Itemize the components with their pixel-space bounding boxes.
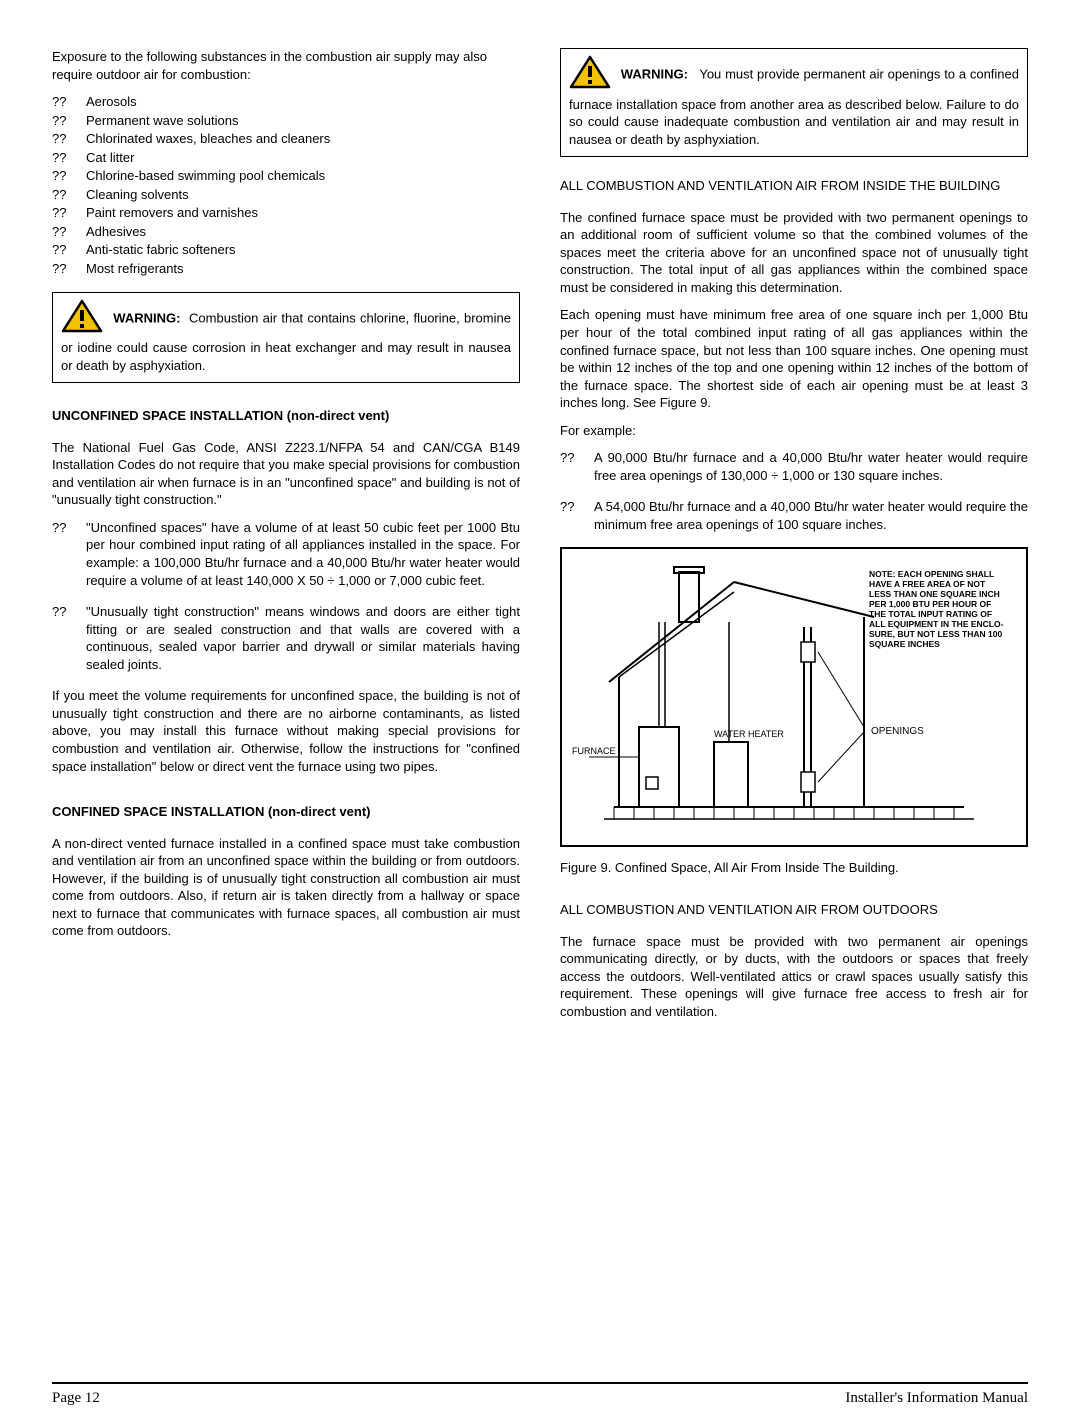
list-item-text: Chlorinated waxes, bleaches and cleaners — [86, 130, 330, 148]
figure-note-line: LESS THAN ONE SQUARE INCH — [869, 589, 1000, 599]
warning-label: WARNING: — [621, 67, 688, 82]
figure-9-caption: Figure 9. Confined Space, All Air From I… — [560, 859, 1028, 877]
list-item: ??Cleaning solvents — [52, 186, 520, 204]
warning-label: WARNING: — [113, 310, 180, 325]
figure-note-line: THE TOTAL INPUT RATING OF — [869, 609, 992, 619]
warning-triangle-icon — [61, 299, 103, 338]
list-item-text: Aerosols — [86, 93, 137, 111]
outdoors-paragraph-1: The furnace space must be provided with … — [560, 933, 1028, 1021]
warning-box-openings: WARNING: You must provide permanent air … — [560, 48, 1028, 157]
figure-note-line: ALL EQUIPMENT IN THE ENCLO- — [869, 619, 1004, 629]
bullet-marker: ?? — [52, 167, 86, 185]
list-item: ??Anti-static fabric softeners — [52, 241, 520, 259]
confined-paragraph-1: A non-direct vented furnace installed in… — [52, 835, 520, 940]
list-item-text: Most refrigerants — [86, 260, 184, 278]
list-item: ??Aerosols — [52, 93, 520, 111]
list-item-text: Cleaning solvents — [86, 186, 189, 204]
substances-list: ??Aerosols ??Permanent wave solutions ??… — [52, 93, 520, 277]
list-item-text: "Unconfined spaces" have a volume of at … — [86, 519, 520, 589]
figure-furnace-label: FURNACE — [572, 746, 616, 756]
bullet-marker: ?? — [52, 260, 86, 278]
bullet-marker: ?? — [52, 241, 86, 259]
bullet-marker: ?? — [52, 130, 86, 148]
list-item-text: Chlorine-based swimming pool chemicals — [86, 167, 325, 185]
example-bullets: ??A 90,000 Btu/hr furnace and a 40,000 B… — [560, 449, 1028, 533]
bullet-marker: ?? — [560, 498, 594, 516]
confined-section-title: CONFINED SPACE INSTALLATION (non-direct … — [52, 803, 520, 821]
footer-page-number: Page 12 — [52, 1388, 100, 1408]
bullet-marker: ?? — [52, 223, 86, 241]
list-item-text: Permanent wave solutions — [86, 112, 238, 130]
bullet-marker: ?? — [52, 112, 86, 130]
unconfined-section-title: UNCONFINED SPACE INSTALLATION (non-direc… — [52, 407, 520, 425]
page-footer: Page 12 Installer's Information Manual — [52, 1382, 1028, 1408]
bullet-marker: ?? — [52, 93, 86, 111]
list-item: ??Permanent wave solutions — [52, 112, 520, 130]
bullet-marker: ?? — [52, 186, 86, 204]
left-column: Exposure to the following substances in … — [52, 48, 520, 1030]
intro-paragraph: Exposure to the following substances in … — [52, 48, 520, 83]
inside-paragraph-2: Each opening must have minimum free area… — [560, 306, 1028, 411]
bullet-marker: ?? — [52, 149, 86, 167]
list-item: ??Most refrigerants — [52, 260, 520, 278]
for-example-label: For example: — [560, 422, 1028, 440]
figure-note-line: NOTE: EACH OPENING SHALL — [869, 569, 994, 579]
list-item-text: Anti-static fabric softeners — [86, 241, 236, 259]
list-item: ??Adhesives — [52, 223, 520, 241]
list-item: ??A 54,000 Btu/hr furnace and a 40,000 B… — [560, 498, 1028, 533]
unconfined-bullets: ??"Unconfined spaces" have a volume of a… — [52, 519, 520, 673]
bullet-marker: ?? — [52, 519, 86, 537]
bullet-marker: ?? — [52, 204, 86, 222]
figure-note-line: SURE, BUT NOT LESS THAN 100 — [869, 629, 1002, 639]
list-item: ??"Unusually tight construction" means w… — [52, 603, 520, 673]
inside-building-heading: ALL COMBUSTION AND VENTILATION AIR FROM … — [560, 177, 1028, 195]
right-column: WARNING: You must provide permanent air … — [560, 48, 1028, 1030]
list-item: ??"Unconfined spaces" have a volume of a… — [52, 519, 520, 589]
list-item: ??A 90,000 Btu/hr furnace and a 40,000 B… — [560, 449, 1028, 484]
warning-triangle-icon — [569, 55, 611, 94]
list-item: ??Chlorinated waxes, bleaches and cleane… — [52, 130, 520, 148]
bullet-marker: ?? — [52, 603, 86, 621]
list-item: ??Cat litter — [52, 149, 520, 167]
figure-water-heater-label: WATER HEATER — [714, 729, 784, 739]
unconfined-paragraph-2: If you meet the volume requirements for … — [52, 687, 520, 775]
list-item-text: A 54,000 Btu/hr furnace and a 40,000 Btu… — [594, 498, 1028, 533]
figure-note-line: HAVE A FREE AREA OF NOT — [869, 579, 986, 589]
inside-paragraph-1: The confined furnace space must be provi… — [560, 209, 1028, 297]
footer-manual-name: Installer's Information Manual — [845, 1388, 1028, 1408]
list-item-text: Cat litter — [86, 149, 134, 167]
outdoors-heading: ALL COMBUSTION AND VENTILATION AIR FROM … — [560, 901, 1028, 919]
two-column-layout: Exposure to the following substances in … — [52, 48, 1028, 1030]
figure-openings-label: OPENINGS — [871, 726, 924, 737]
unconfined-paragraph-1: The National Fuel Gas Code, ANSI Z223.1/… — [52, 439, 520, 509]
warning-box-chlorine: WARNING: Combustion air that contains ch… — [52, 292, 520, 384]
list-item-text: A 90,000 Btu/hr furnace and a 40,000 Btu… — [594, 449, 1028, 484]
list-item-text: Paint removers and varnishes — [86, 204, 258, 222]
bullet-marker: ?? — [560, 449, 594, 467]
figure-note-line: SQUARE INCHES — [869, 639, 940, 649]
list-item-text: "Unusually tight construction" means win… — [86, 603, 520, 673]
figure-note-line: PER 1,000 BTU PER HOUR OF — [869, 599, 991, 609]
figure-9-diagram: FURNACE WATER HEATER OPENINGS NOTE: EACH… — [560, 547, 1028, 847]
list-item-text: Adhesives — [86, 223, 146, 241]
list-item: ??Chlorine-based swimming pool chemicals — [52, 167, 520, 185]
list-item: ??Paint removers and varnishes — [52, 204, 520, 222]
